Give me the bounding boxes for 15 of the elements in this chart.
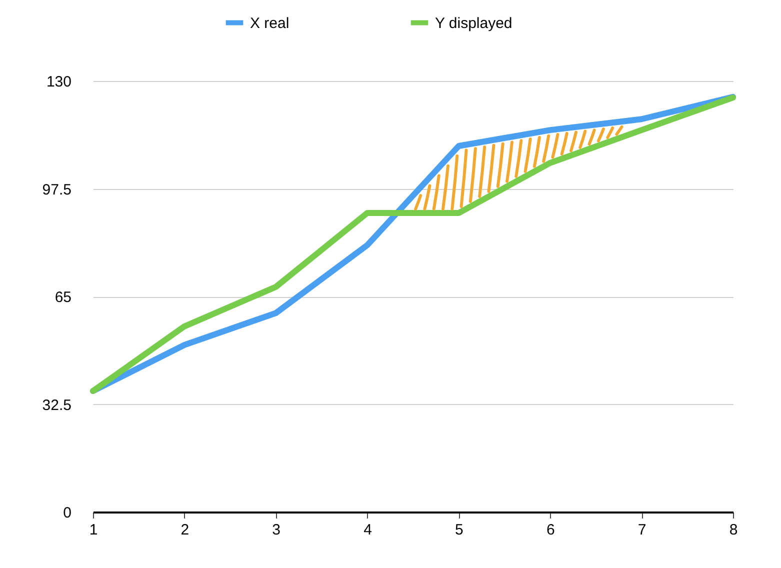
x-tick-label: 6 bbox=[546, 522, 555, 538]
legend-label: Y displayed bbox=[435, 14, 512, 32]
x-tick-label: 8 bbox=[729, 522, 738, 538]
x-tick-label: 5 bbox=[455, 522, 464, 538]
x-tick-label: 7 bbox=[638, 522, 646, 538]
y-tick-label: 97.5 bbox=[42, 181, 72, 198]
x-tick-label: 3 bbox=[272, 522, 281, 538]
y-tick-label: 32.5 bbox=[42, 396, 72, 414]
y-tick-label: 130 bbox=[46, 74, 72, 90]
x-tick-label: 2 bbox=[180, 522, 190, 538]
x-tick-label: 4 bbox=[364, 522, 372, 538]
x-tick-label: 1 bbox=[89, 522, 98, 538]
y-tick-label: 65 bbox=[54, 289, 72, 306]
y-tick-label: 0 bbox=[63, 504, 72, 522]
legend-label: X real bbox=[250, 14, 290, 32]
